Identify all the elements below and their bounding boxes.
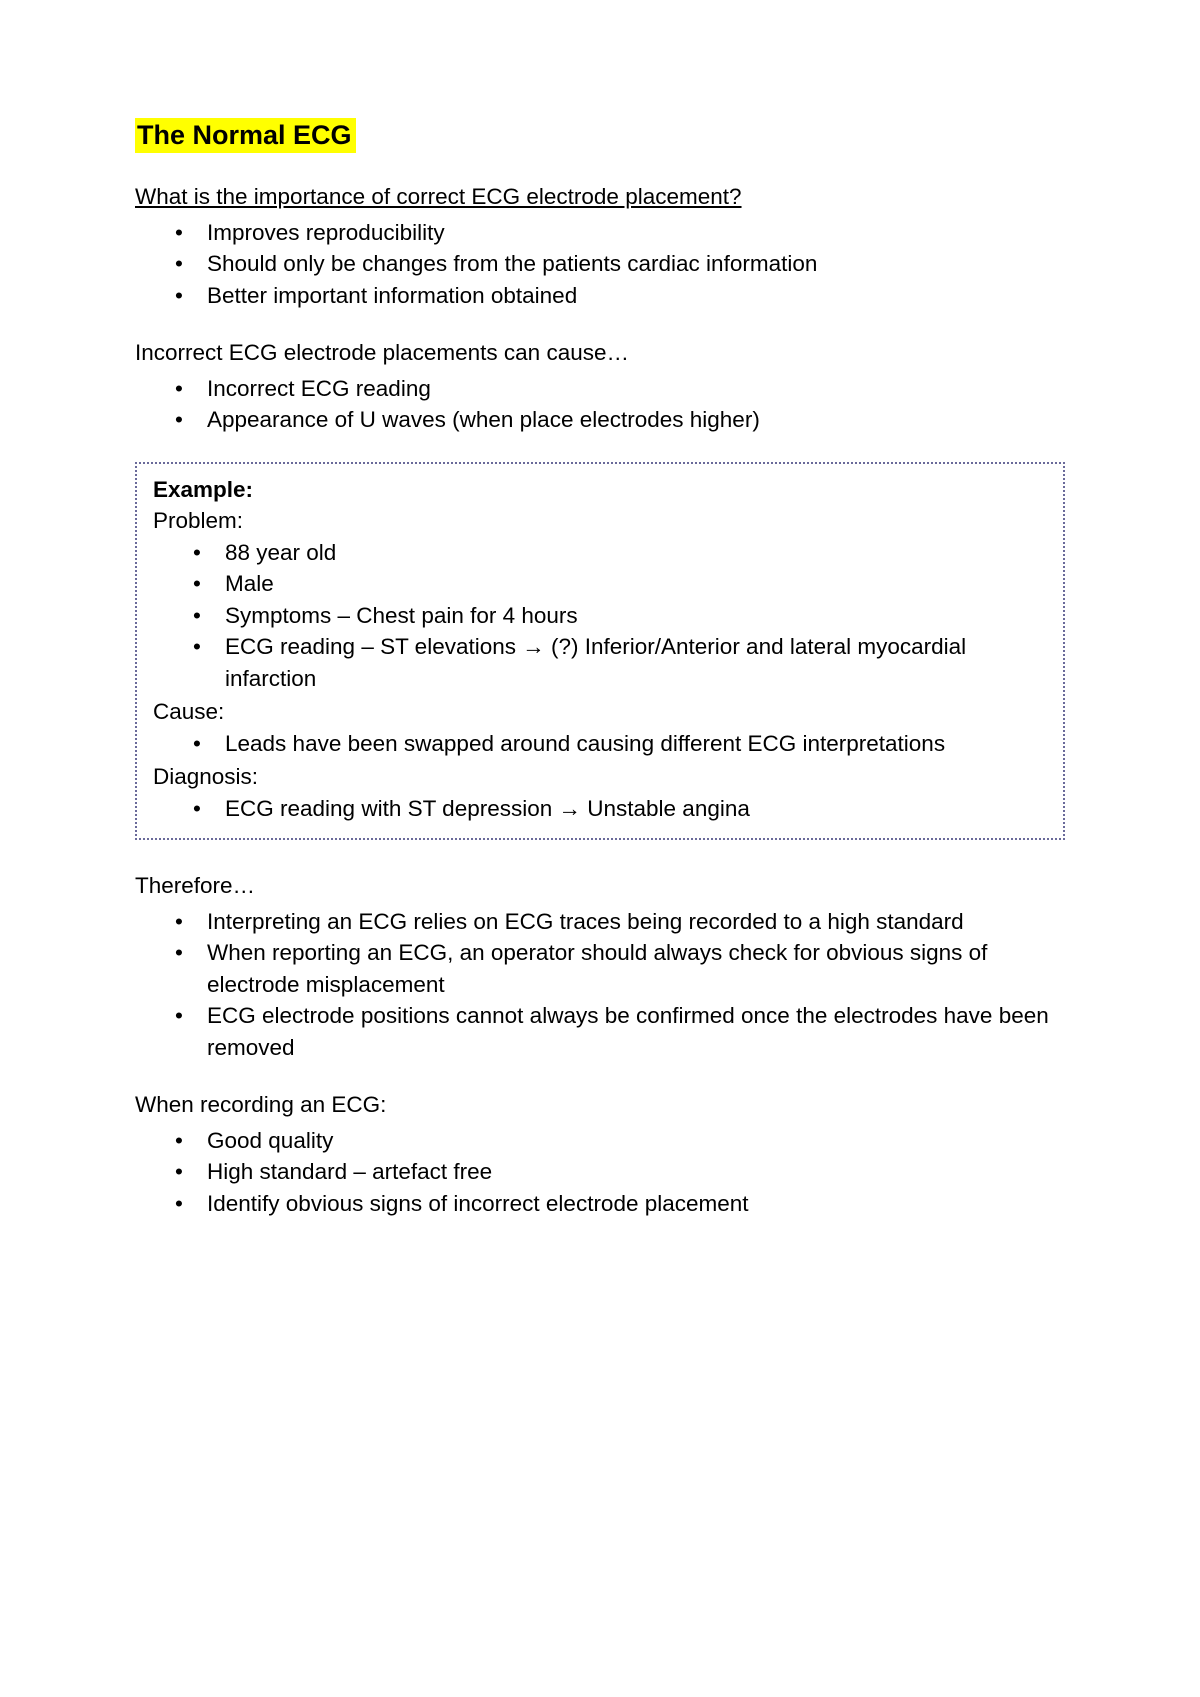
list-item: High standard – artefact free — [207, 1156, 1065, 1188]
section-heading: What is the importance of correct ECG el… — [135, 181, 1065, 213]
example-cause-label: Cause: — [153, 696, 1047, 728]
list-item: Improves reproducibility — [207, 217, 1065, 249]
list-item: ECG electrode positions cannot always be… — [207, 1000, 1065, 1063]
bullet-list: Good quality High standard – artefact fr… — [135, 1125, 1065, 1220]
list-item: Appearance of U waves (when place electr… — [207, 404, 1065, 436]
list-item: When reporting an ECG, an operator shoul… — [207, 937, 1065, 1000]
list-item: Male — [225, 568, 1047, 600]
list-item: Should only be changes from the patients… — [207, 248, 1065, 280]
list-item: Better important information obtained — [207, 280, 1065, 312]
example-label: Example: — [153, 474, 1047, 506]
list-item: Symptoms – Chest pain for 4 hours — [225, 600, 1047, 632]
example-box: Example: Problem: 88 year old Male Sympt… — [135, 462, 1065, 841]
list-item: ECG reading with ST depression → Unstabl… — [225, 793, 1047, 825]
section-heading: When recording an ECG: — [135, 1089, 1065, 1121]
list-item: Leads have been swapped around causing d… — [225, 728, 1047, 760]
document-page: The Normal ECG What is the importance of… — [0, 0, 1200, 1697]
section-heading: Therefore… — [135, 870, 1065, 902]
bullet-list: 88 year old Male Symptoms – Chest pain f… — [153, 537, 1047, 695]
example-diagnosis-label: Diagnosis: — [153, 761, 1047, 793]
section-heading: Incorrect ECG electrode placements can c… — [135, 337, 1065, 369]
bullet-list: Improves reproducibility Should only be … — [135, 217, 1065, 312]
bullet-list: Leads have been swapped around causing d… — [153, 728, 1047, 760]
list-item: Identify obvious signs of incorrect elec… — [207, 1188, 1065, 1220]
page-title: The Normal ECG — [135, 118, 356, 153]
list-item: Incorrect ECG reading — [207, 373, 1065, 405]
bullet-list: ECG reading with ST depression → Unstabl… — [153, 793, 1047, 825]
list-item: Interpreting an ECG relies on ECG traces… — [207, 906, 1065, 938]
list-item: 88 year old — [225, 537, 1047, 569]
bullet-list: Interpreting an ECG relies on ECG traces… — [135, 906, 1065, 1064]
example-problem-label: Problem: — [153, 505, 1047, 537]
list-item: ECG reading – ST elevations → (?) Inferi… — [225, 631, 1047, 694]
bullet-list: Incorrect ECG reading Appearance of U wa… — [135, 373, 1065, 436]
list-item: Good quality — [207, 1125, 1065, 1157]
